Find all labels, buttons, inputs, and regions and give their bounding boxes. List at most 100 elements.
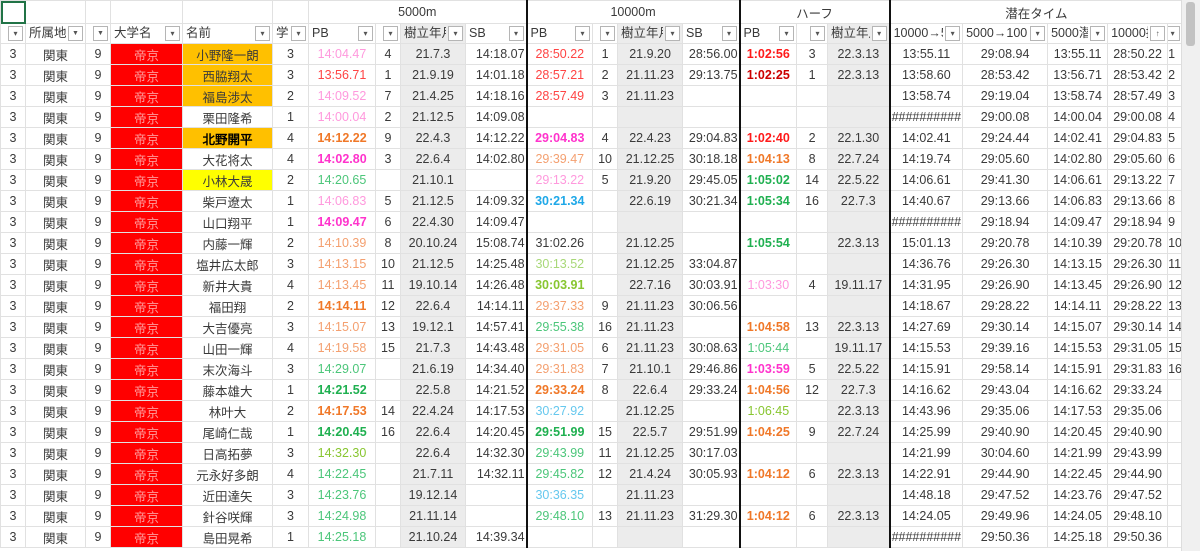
cell-converted-10000[interactable]: 29:00.08	[1107, 106, 1169, 128]
cell-conv-10000-to-5000[interactable]: 14:02.41	[889, 127, 964, 149]
group-header-half[interactable]: ハーフ	[739, 0, 891, 24]
cell-name[interactable]: 塩井広太郎	[182, 253, 273, 275]
cell-date-5000[interactable]: 22.6.4	[400, 442, 466, 464]
filter-dropdown-icon[interactable]: ▾	[575, 26, 591, 41]
cell-converted-10000[interactable]: 29:35.06	[1107, 400, 1169, 422]
cell-rank-10000[interactable]: 10	[592, 148, 619, 170]
cell-rank-5000[interactable]: 14	[375, 400, 401, 422]
cell-pb-5000[interactable]: 14:20.45	[308, 421, 376, 443]
cell-pb-half[interactable]: 1:04:58	[739, 316, 798, 338]
cell-date-half[interactable]: 22.3.13	[827, 232, 891, 254]
cell-pb-10000[interactable]: 28:50.22	[526, 43, 594, 65]
cell-region[interactable]: 関東	[25, 43, 86, 65]
cell-sb-5000[interactable]: 14:12.22	[464, 127, 528, 149]
cell-sb-10000[interactable]: 29:51.99	[682, 421, 741, 443]
filter-dropdown-icon[interactable]: ▾	[1168, 26, 1181, 41]
cell-rank[interactable]: 12	[1167, 274, 1182, 296]
cell-potential-5000[interactable]: 14:23.76	[1047, 484, 1109, 506]
cell-date-10000[interactable]: 21.11.23	[617, 484, 684, 506]
cell-col-a[interactable]: 3	[0, 253, 26, 275]
cell-conv-5000-to-10000[interactable]: 29:18.94	[962, 211, 1049, 233]
header-rank[interactable]: ▾	[1167, 23, 1182, 44]
cell-pb-10000[interactable]: 29:48.10	[526, 505, 594, 527]
cell-pb-half[interactable]: 1:02:25	[739, 64, 798, 86]
cell-university[interactable]: 帝京	[110, 442, 183, 464]
cell-date-half[interactable]	[827, 484, 891, 506]
cell-sb-10000[interactable]	[682, 211, 741, 233]
cell-rank-5000[interactable]	[375, 379, 401, 401]
cell-col-c[interactable]: 9	[85, 43, 111, 65]
cell-col-c[interactable]: 9	[85, 85, 111, 107]
header-sb-5000[interactable]: SB ▾	[464, 23, 528, 44]
cell-pb-half[interactable]: 1:03:30	[739, 274, 798, 296]
cell-conv-5000-to-10000[interactable]: 29:26.90	[962, 274, 1049, 296]
cell-date-5000[interactable]: 21.10.1	[400, 169, 466, 191]
cell-rank-10000[interactable]: 5	[592, 169, 619, 191]
cell-conv-10000-to-5000[interactable]: ##########	[889, 526, 964, 548]
cell-potential-5000[interactable]: 14:14.11	[1047, 295, 1109, 317]
cell-rank[interactable]: 2	[1167, 64, 1182, 86]
cell[interactable]	[25, 0, 86, 24]
cell-grade[interactable]: 3	[272, 43, 309, 65]
cell-col-c[interactable]: 9	[85, 169, 111, 191]
sort-filter-icon[interactable]: ↑	[1150, 26, 1166, 41]
cell-pb-5000[interactable]: 14:22.45	[308, 463, 376, 485]
cell-conv-5000-to-10000[interactable]: 29:28.22	[962, 295, 1049, 317]
cell-col-c[interactable]: 9	[85, 379, 111, 401]
header-name[interactable]: 名前 ▾	[182, 23, 273, 44]
cell-sb-10000[interactable]: 33:04.87	[682, 253, 741, 275]
cell-sb-5000[interactable]	[464, 484, 528, 506]
cell-pb-half[interactable]: 1:06:45	[739, 400, 798, 422]
cell-col-a[interactable]: 3	[0, 211, 26, 233]
cell-pb-5000[interactable]: 14:10.39	[308, 232, 376, 254]
cell-conv-5000-to-10000[interactable]: 29:05.60	[962, 148, 1049, 170]
cell-rank[interactable]: 13	[1167, 295, 1182, 317]
cell-university[interactable]: 帝京	[110, 337, 183, 359]
cell-sb-5000[interactable]: 14:25.48	[464, 253, 528, 275]
cell-conv-5000-to-10000[interactable]: 29:47.52	[962, 484, 1049, 506]
cell-university[interactable]: 帝京	[110, 211, 183, 233]
cell-rank-10000[interactable]: 9	[592, 295, 619, 317]
filter-dropdown-icon[interactable]: ▾	[665, 26, 681, 41]
cell-university[interactable]: 帝京	[110, 64, 183, 86]
cell-sb-10000[interactable]: 29:04.83	[682, 127, 741, 149]
cell-pb-10000[interactable]: 29:45.82	[526, 463, 594, 485]
cell-name[interactable]: 山口翔平	[182, 211, 273, 233]
cell-pb-5000[interactable]: 14:00.04	[308, 106, 376, 128]
cell-grade[interactable]: 4	[272, 148, 309, 170]
cell-pb-half[interactable]: 1:03:59	[739, 358, 798, 380]
cell-pb-5000[interactable]: 14:12.22	[308, 127, 376, 149]
cell-pb-half[interactable]: 1:05:54	[739, 232, 798, 254]
cell-rank-half[interactable]: 9	[796, 421, 829, 443]
cell-rank-half[interactable]	[796, 337, 829, 359]
cell-date-10000[interactable]: 22.6.4	[617, 379, 684, 401]
cell-conv-10000-to-5000[interactable]: 14:21.99	[889, 442, 964, 464]
cell-potential-5000[interactable]: 14:24.05	[1047, 505, 1109, 527]
cell-conv-10000-to-5000[interactable]: 13:55.11	[889, 43, 964, 65]
cell-name[interactable]: 西脇翔太	[182, 64, 273, 86]
cell-name[interactable]: 藤本雄大	[182, 379, 273, 401]
cell-date-10000[interactable]: 21.12.25	[617, 253, 684, 275]
cell-date-half[interactable]	[827, 442, 891, 464]
cell-rank-half[interactable]: 1	[796, 64, 829, 86]
header-rank-half[interactable]: ▾	[796, 23, 829, 44]
cell-rank-half[interactable]	[796, 85, 829, 107]
cell-date-10000[interactable]	[617, 526, 684, 548]
cell-converted-10000[interactable]: 29:50.36	[1107, 526, 1169, 548]
cell-name[interactable]: 島田晃希	[182, 526, 273, 548]
cell-rank[interactable]: 10	[1167, 232, 1182, 254]
cell-region[interactable]: 関東	[25, 106, 86, 128]
cell-potential-5000[interactable]: 14:10.39	[1047, 232, 1109, 254]
cell-potential-5000[interactable]: 14:06.83	[1047, 190, 1109, 212]
cell-potential-5000[interactable]: 14:15.07	[1047, 316, 1109, 338]
cell-grade[interactable]: 1	[272, 379, 309, 401]
cell-pb-half[interactable]	[739, 526, 798, 548]
cell-university[interactable]: 帝京	[110, 295, 183, 317]
cell-rank-5000[interactable]: 12	[375, 295, 401, 317]
cell-col-a[interactable]: 3	[0, 169, 26, 191]
cell-date-5000[interactable]: 19.12.14	[400, 484, 466, 506]
cell-date-half[interactable]: 19.11.17	[827, 274, 891, 296]
cell-rank[interactable]: 14	[1167, 316, 1182, 338]
cell-col-a[interactable]: 3	[0, 127, 26, 149]
